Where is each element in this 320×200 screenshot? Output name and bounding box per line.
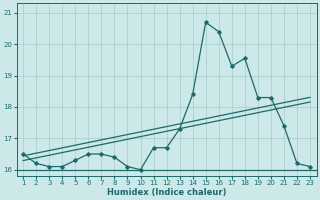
- X-axis label: Humidex (Indice chaleur): Humidex (Indice chaleur): [107, 188, 226, 197]
